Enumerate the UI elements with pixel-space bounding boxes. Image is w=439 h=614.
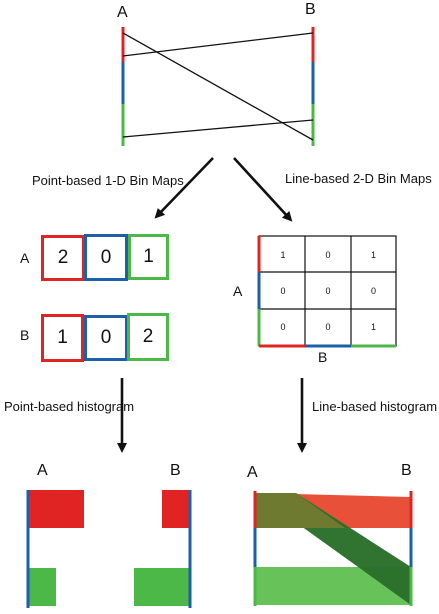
parallel-coordinates <box>121 27 315 146</box>
line-histogram <box>253 491 413 606</box>
point-hist-axis-a-label: A <box>37 462 48 479</box>
line-bins-axis-a-label: A <box>233 283 243 299</box>
line-histogram-caption: Line-based histogram <box>312 399 438 414</box>
grid-cell-r2-c3: 0 <box>370 285 376 296</box>
hist-a-bar-3 <box>28 568 56 606</box>
grid-cell-r2-c1: 0 <box>280 285 286 296</box>
bin-a-2: 0 <box>84 234 128 281</box>
grid-cell-r3-c3: 1 <box>370 322 376 332</box>
bin-a-1: 2 <box>41 235 85 281</box>
grid-cell-r2-c2: 0 <box>325 285 331 296</box>
bin-b-2: 0 <box>84 315 128 361</box>
bin-a-3: 1 <box>128 234 169 280</box>
arrow-to-point-bins <box>154 157 214 219</box>
parallel-axis-a-label: A <box>117 4 128 21</box>
point-hist-axis-b-label: B <box>170 462 181 479</box>
grid-cell-r1-c3: 1 <box>370 249 376 260</box>
data-line-2 <box>122 32 314 141</box>
point-histogram <box>26 490 192 608</box>
line-bins-axis-b-label: B <box>318 349 328 365</box>
hist-b-bar-1 <box>162 490 190 528</box>
point-bins-row-a-label: A <box>20 250 30 266</box>
point-bins-row-b-label: B <box>20 327 30 343</box>
grid-cell-r1-c2: 0 <box>325 249 331 260</box>
point-histogram-caption: Point-based histogram <box>4 399 135 414</box>
parallel-axis-b-label: B <box>305 1 316 18</box>
bin-b-1: 1 <box>41 314 84 362</box>
grid-cell-r3-c2: 0 <box>325 322 331 332</box>
data-line-1 <box>122 32 314 57</box>
hist-b-bar-3 <box>134 568 190 606</box>
line-bin-maps-caption: Line-based 2-D Bin Maps <box>285 171 432 186</box>
grid-cell-r1-c1: 1 <box>280 249 286 260</box>
point-bin-maps-caption: Point-based 1-D Bin Maps <box>32 173 184 188</box>
line-hist-axis-a-label: A <box>247 464 258 481</box>
line-hist-axis-b-label: B <box>401 462 412 479</box>
line-bin-grid <box>257 235 397 348</box>
arrow-to-line-bins <box>233 157 293 222</box>
grid-cell-r3-c1: 0 <box>280 322 286 332</box>
bin-b-3: 2 <box>127 313 169 361</box>
data-line-3 <box>122 119 314 138</box>
hist-a-bar-1 <box>28 490 84 528</box>
band-overlap <box>255 493 345 528</box>
